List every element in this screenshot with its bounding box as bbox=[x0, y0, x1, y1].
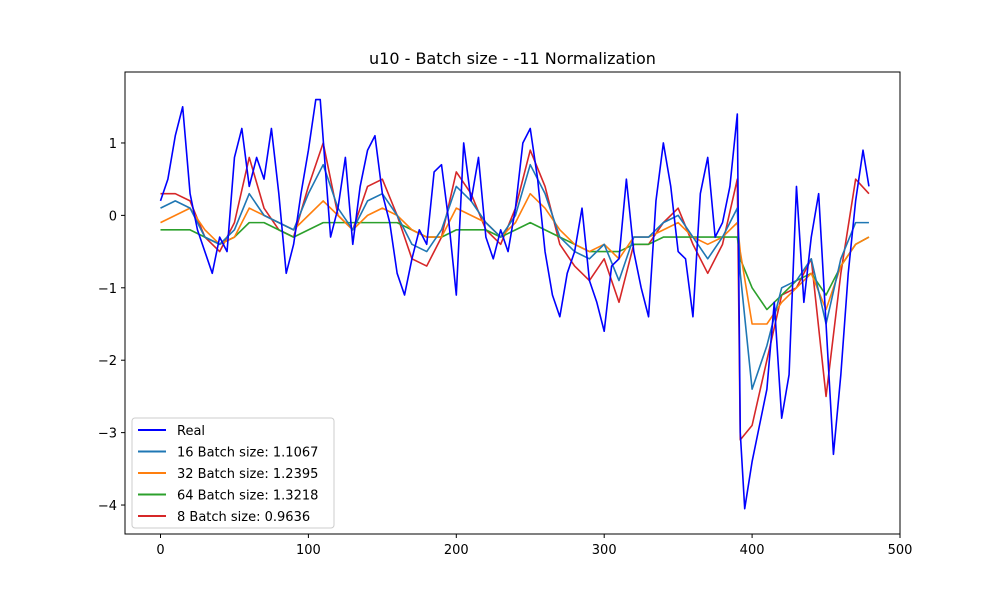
legend-label-3: 64 Batch size: 1.3218 bbox=[177, 489, 318, 504]
plot-area bbox=[159, 98, 870, 510]
chart-title: u10 - Batch size - -11 Normalization bbox=[369, 49, 656, 68]
series-line-1 bbox=[160, 163, 869, 390]
legend: Real 16 Batch size: 1.1067 32 Batch size: … bbox=[131, 417, 335, 529]
series-line-4 bbox=[160, 142, 870, 441]
x-tick-label-100: 100 bbox=[296, 543, 321, 558]
legend-label-4: 8 Batch size: 0.9636 bbox=[177, 510, 310, 525]
y-tick-label-1: −3 bbox=[98, 427, 117, 442]
x-tick-label-200: 200 bbox=[444, 543, 469, 558]
x-tick-label-400: 400 bbox=[740, 543, 765, 558]
x-tick-label-300: 300 bbox=[592, 543, 617, 558]
series-line-3 bbox=[160, 221, 870, 311]
y-tick-label-3: −1 bbox=[98, 282, 117, 297]
y-tick-label-4: 0 bbox=[109, 209, 117, 224]
legend-label-2: 32 Batch size: 1.2395 bbox=[177, 467, 318, 482]
legend-label-1: 16 Batch size: 1.1067 bbox=[177, 446, 318, 461]
legend-box bbox=[131, 417, 335, 529]
axes-frame bbox=[124, 71, 901, 535]
x-tick-label-500: 500 bbox=[888, 543, 913, 558]
x-tick-label-0: 0 bbox=[156, 543, 164, 558]
y-tick-label-0: −4 bbox=[98, 499, 117, 514]
axes: 0 100 200 300 400 500 −4 −3 −2 −1 0 1 bbox=[98, 71, 913, 558]
series-line-0 bbox=[159, 98, 870, 510]
y-tick-label-2: −2 bbox=[98, 354, 117, 369]
y-tick-label-5: 1 bbox=[109, 137, 117, 152]
legend-label-0: Real bbox=[177, 424, 205, 439]
